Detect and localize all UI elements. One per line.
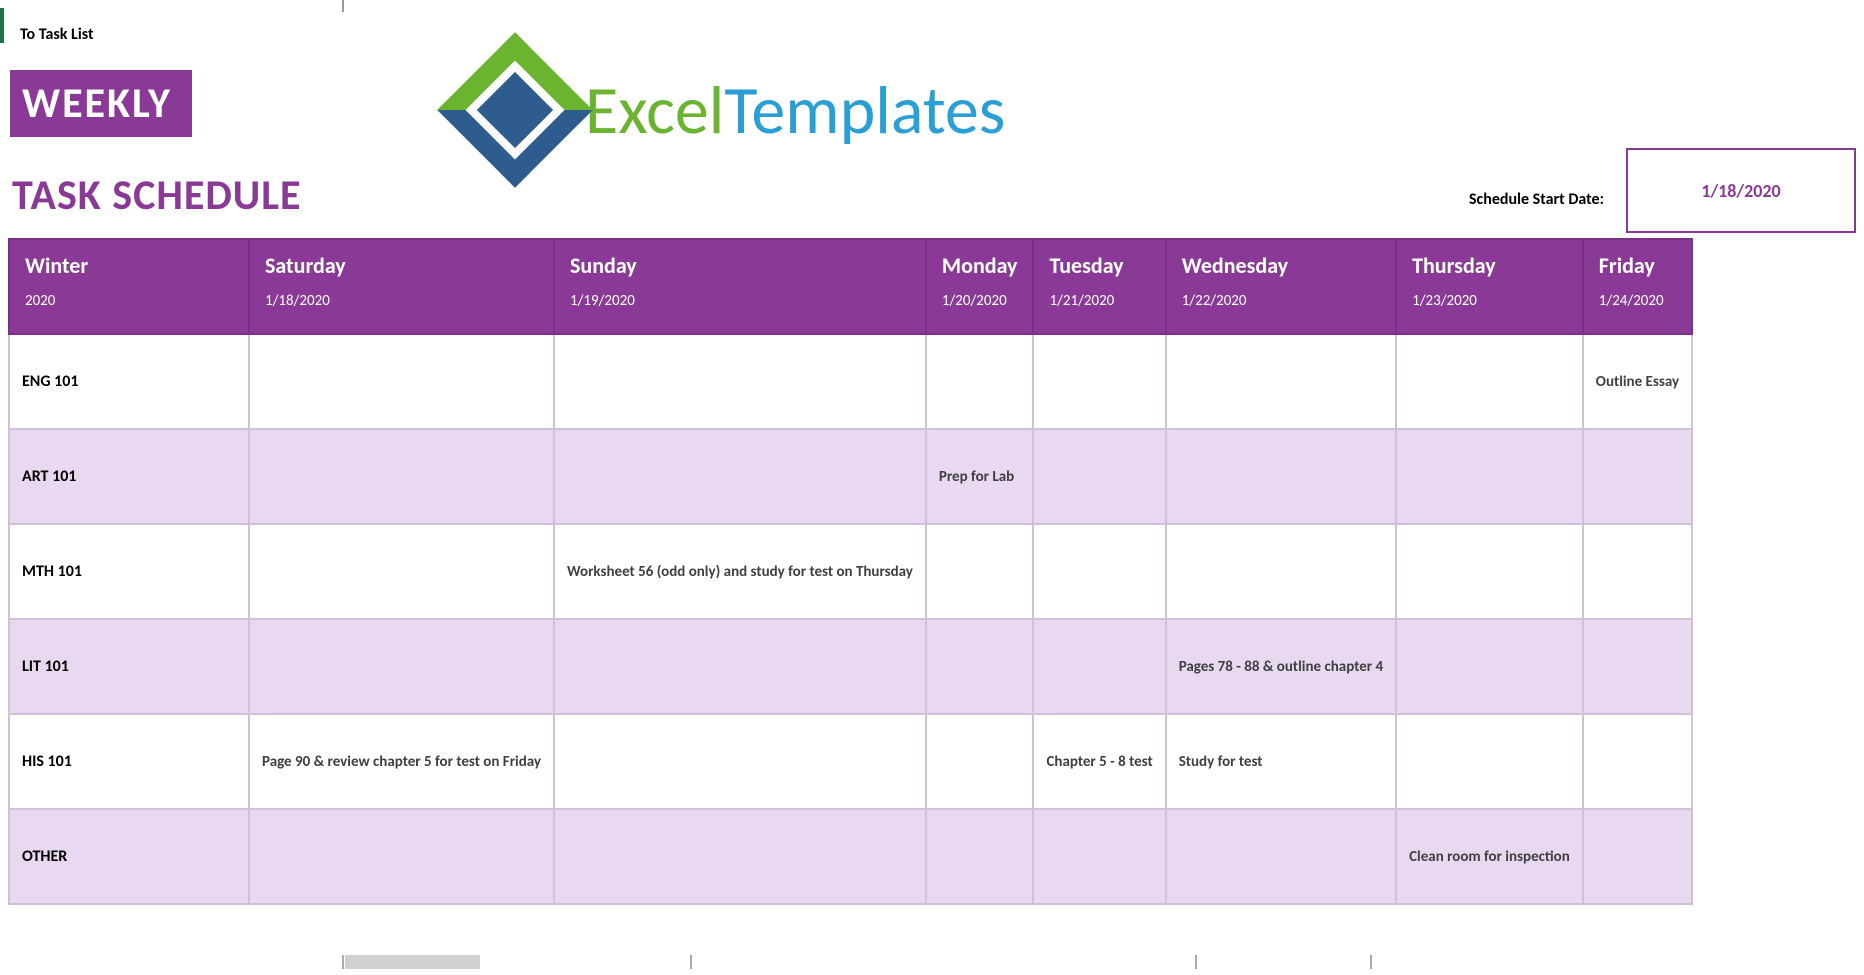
task-cell[interactable]: Study for test [1166, 714, 1396, 809]
start-date-label: Schedule Start Date: [1469, 190, 1604, 209]
subject-cell[interactable]: ENG 101 [9, 334, 249, 429]
task-cell[interactable] [926, 809, 1034, 904]
task-cell[interactable] [554, 429, 926, 524]
schedule-header-row: Winter 2020 Saturday 1/18/2020 Sunday 1/… [9, 239, 1692, 334]
day-header-saturday: Saturday 1/18/2020 [249, 239, 554, 334]
schedule-row-mth101: MTH 101 Worksheet 56 (odd only) and stud… [9, 524, 1692, 619]
task-cell[interactable] [554, 714, 926, 809]
horizontal-scroll-track[interactable] [0, 955, 1864, 975]
task-cell[interactable] [1583, 524, 1692, 619]
excel-accent-bar [0, 8, 4, 43]
task-cell[interactable] [926, 334, 1034, 429]
subject-cell[interactable]: HIS 101 [9, 714, 249, 809]
task-cell[interactable] [1583, 809, 1692, 904]
day-header-wednesday: Wednesday 1/22/2020 [1166, 239, 1396, 334]
task-cell[interactable] [1583, 619, 1692, 714]
task-cell[interactable] [926, 714, 1034, 809]
task-cell[interactable]: Outline Essay [1583, 334, 1692, 429]
season-label: Winter [25, 252, 233, 279]
task-cell[interactable] [554, 334, 926, 429]
task-cell[interactable] [554, 809, 926, 904]
schedule-row-lit101: LIT 101 Pages 78 - 88 & outline chapter … [9, 619, 1692, 714]
task-cell[interactable] [1396, 619, 1583, 714]
logo-text-excel: Excel [585, 69, 724, 152]
day-header-thursday: Thursday 1/23/2020 [1396, 239, 1583, 334]
scroll-tick [1370, 955, 1372, 969]
top-tick-mark [342, 0, 344, 12]
schedule-corner-header: Winter 2020 [9, 239, 249, 334]
task-cell[interactable] [1166, 809, 1396, 904]
schedule-row-art101: ART 101 Prep for Lab [9, 429, 1692, 524]
subject-cell[interactable]: LIT 101 [9, 619, 249, 714]
task-cell[interactable] [1166, 524, 1396, 619]
task-cell[interactable] [1033, 429, 1165, 524]
task-schedule-title: TASK SCHEDULE [12, 170, 301, 221]
logo-diamond-icon [437, 32, 593, 188]
logo-text: ExcelTemplates [585, 69, 1005, 152]
task-cell[interactable]: Chapter 5 - 8 test [1033, 714, 1165, 809]
task-cell[interactable] [1033, 524, 1165, 619]
day-header-tuesday: Tuesday 1/21/2020 [1033, 239, 1165, 334]
subject-cell[interactable]: OTHER [9, 809, 249, 904]
to-task-list-link[interactable]: To Task List [20, 25, 94, 44]
scroll-thumb[interactable] [345, 955, 480, 969]
task-cell[interactable]: Page 90 & review chapter 5 for test on F… [249, 714, 554, 809]
task-cell[interactable] [554, 619, 926, 714]
scroll-tick [1195, 955, 1197, 969]
weekly-badge: WEEKLY [10, 70, 192, 137]
task-cell[interactable] [1166, 429, 1396, 524]
task-cell[interactable]: Pages 78 - 88 & outline chapter 4 [1166, 619, 1396, 714]
task-cell[interactable] [249, 524, 554, 619]
task-cell[interactable] [249, 619, 554, 714]
task-cell[interactable]: Worksheet 56 (odd only) and study for te… [554, 524, 926, 619]
scroll-tick [690, 955, 692, 969]
start-date-input[interactable]: 1/18/2020 [1626, 148, 1856, 233]
task-cell[interactable] [249, 809, 554, 904]
scroll-tick [342, 955, 344, 969]
task-cell[interactable] [1396, 334, 1583, 429]
subject-cell[interactable]: ART 101 [9, 429, 249, 524]
task-cell[interactable] [1396, 524, 1583, 619]
task-cell[interactable] [1583, 714, 1692, 809]
schedule-row-his101: HIS 101 Page 90 & review chapter 5 for t… [9, 714, 1692, 809]
task-cell[interactable] [1166, 334, 1396, 429]
task-cell[interactable] [926, 524, 1034, 619]
day-header-sunday: Sunday 1/19/2020 [554, 239, 926, 334]
task-cell[interactable]: Clean room for inspection [1396, 809, 1583, 904]
subject-cell[interactable]: MTH 101 [9, 524, 249, 619]
schedule-row-eng101: ENG 101 Outline Essay [9, 334, 1692, 429]
day-header-friday: Friday 1/24/2020 [1583, 239, 1692, 334]
task-cell[interactable] [1396, 714, 1583, 809]
task-cell[interactable] [1583, 429, 1692, 524]
day-header-monday: Monday 1/20/2020 [926, 239, 1034, 334]
task-cell[interactable] [1396, 429, 1583, 524]
schedule-table: Winter 2020 Saturday 1/18/2020 Sunday 1/… [8, 238, 1693, 905]
year-label: 2020 [25, 292, 55, 310]
task-cell[interactable] [1033, 619, 1165, 714]
task-cell[interactable] [1033, 809, 1165, 904]
excel-templates-logo: ExcelTemplates [460, 55, 1005, 165]
task-cell[interactable] [249, 429, 554, 524]
task-cell[interactable] [926, 619, 1034, 714]
task-cell[interactable] [249, 334, 554, 429]
task-cell[interactable]: Prep for Lab [926, 429, 1034, 524]
task-cell[interactable] [1033, 334, 1165, 429]
logo-text-templates: Templates [724, 69, 1005, 152]
schedule-row-other: OTHER Clean room for inspection [9, 809, 1692, 904]
